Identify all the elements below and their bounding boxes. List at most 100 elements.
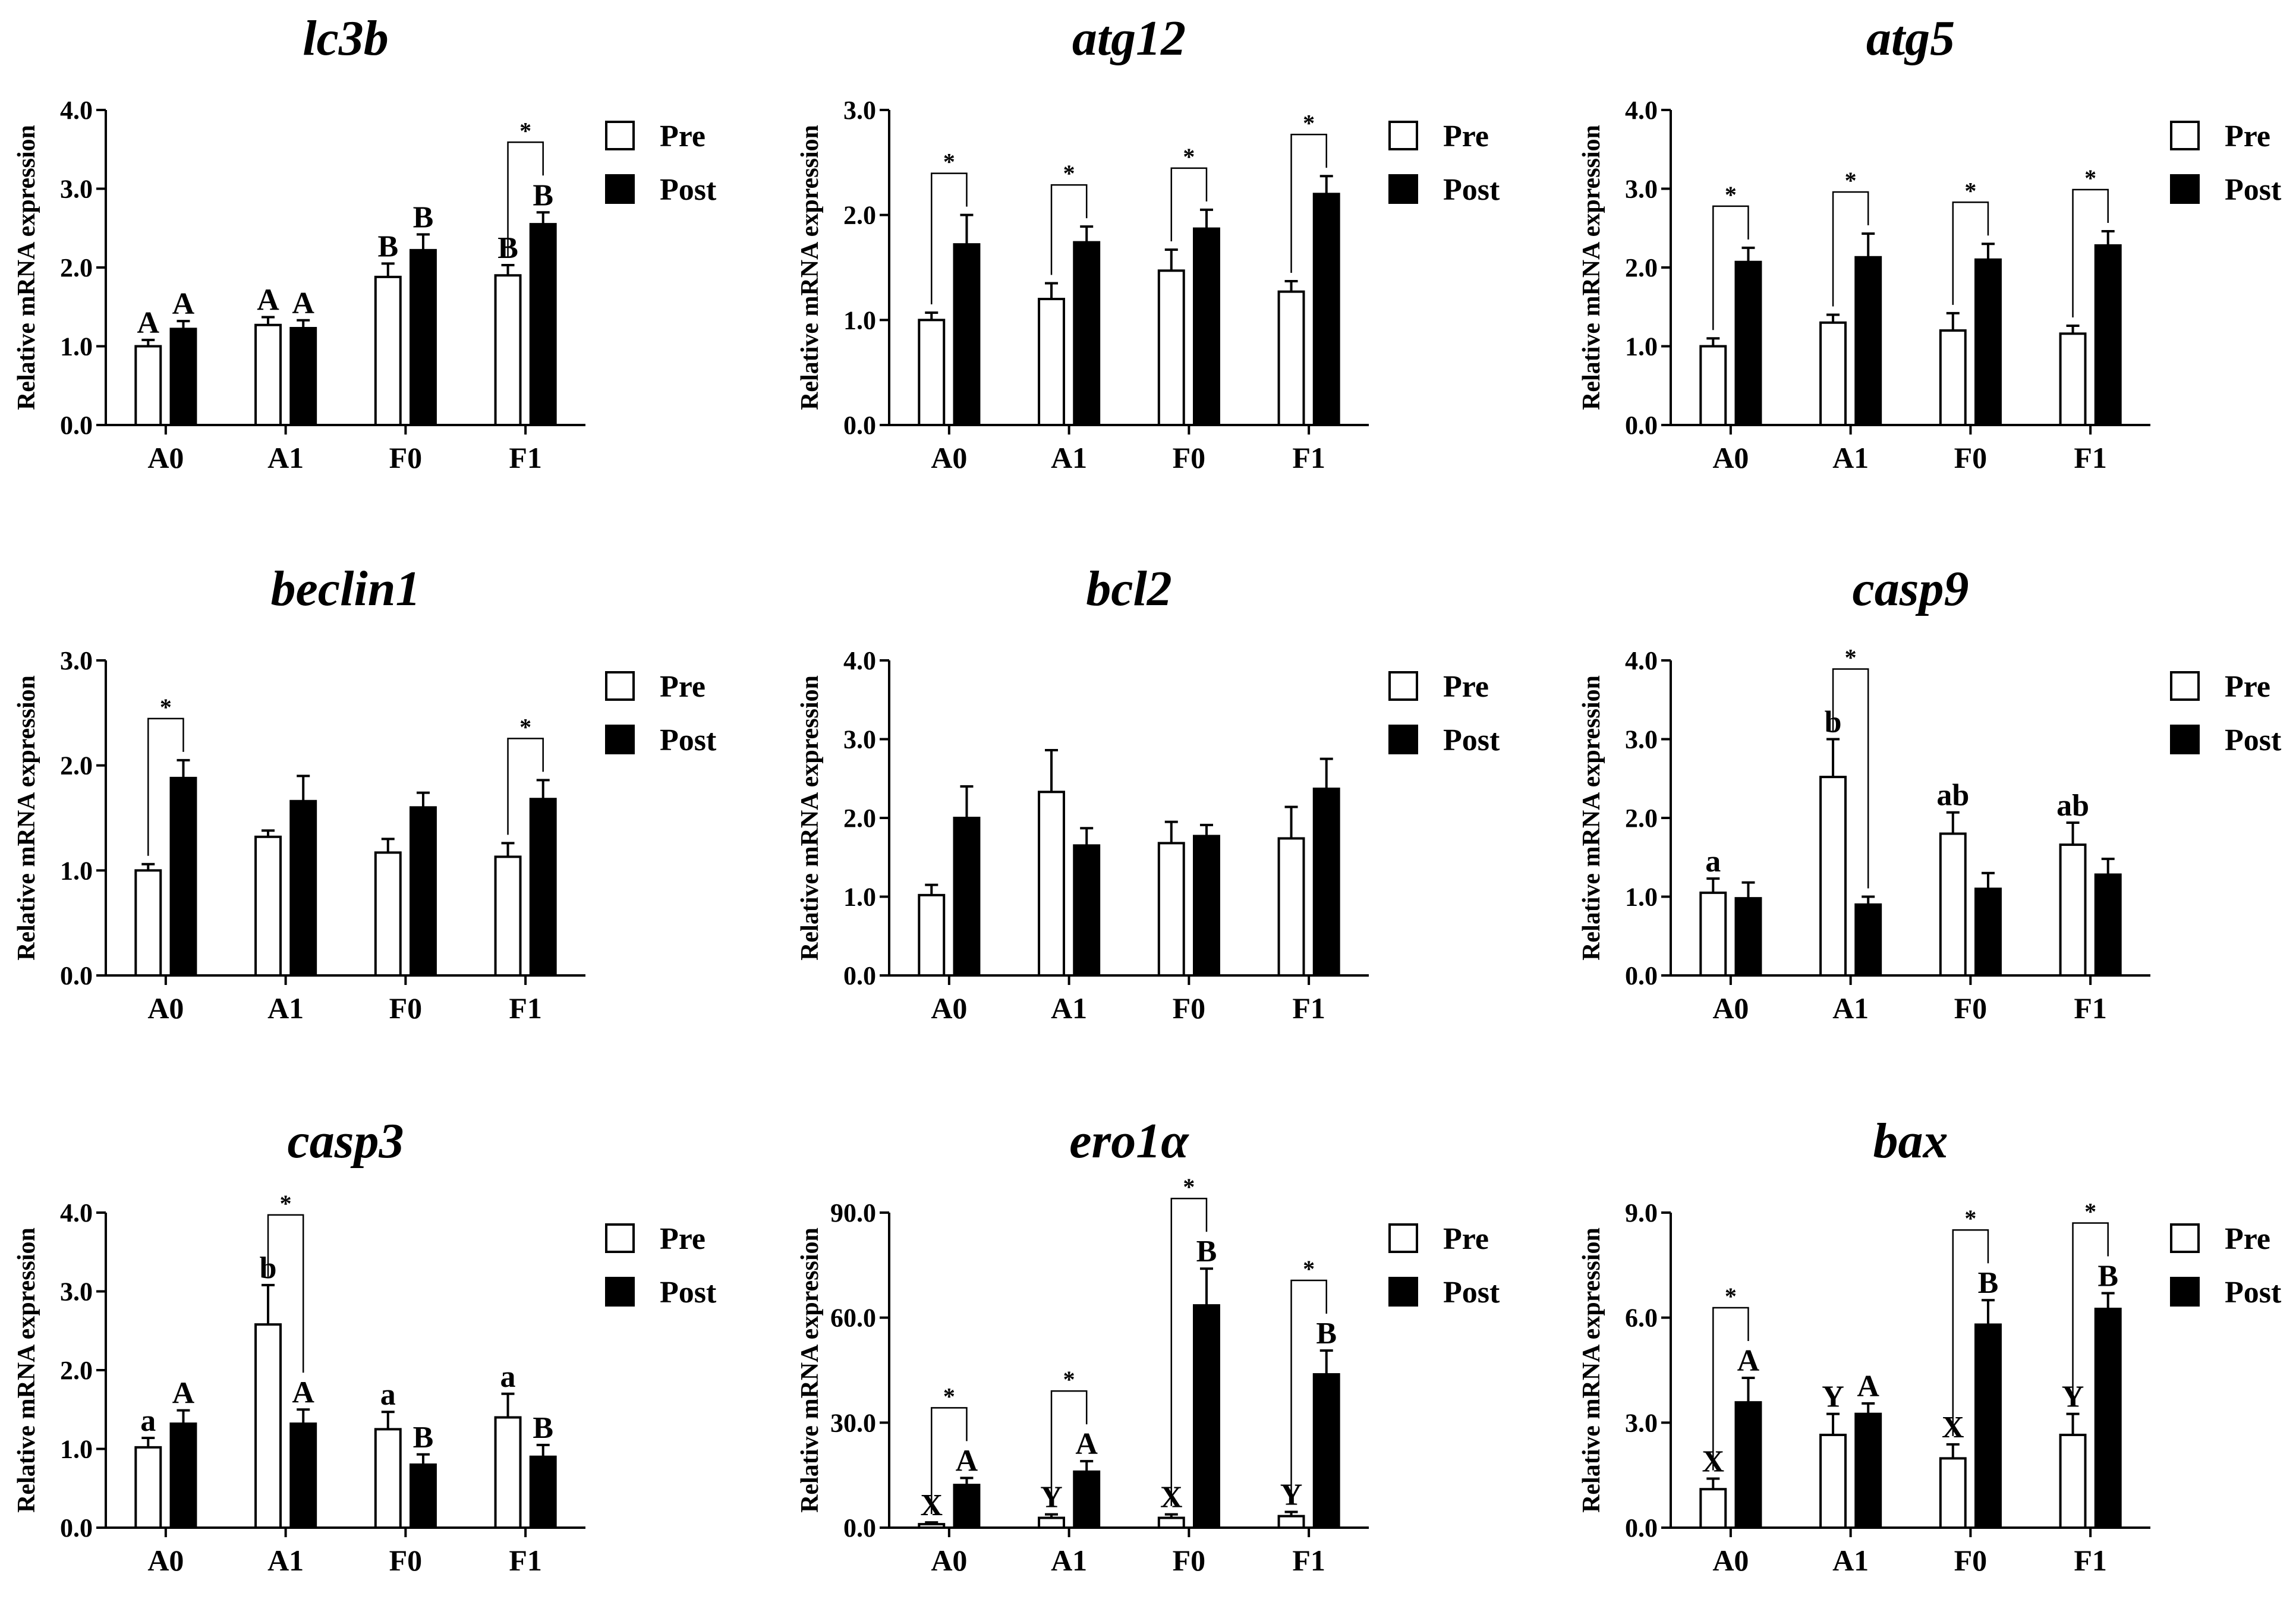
- bar-pre-F0: [1939, 832, 1967, 977]
- panel-bax: bax Relative mRNA expression 0.0 3.0 6.0 9.0 A…: [1578, 1113, 2282, 1577]
- panel-bcl2: bcl2 Relative mRNA expression 0.0 1.0 2.0 3.0…: [796, 561, 1500, 1025]
- significance-star: *: [943, 149, 955, 175]
- legend-swatch-post: [605, 725, 635, 754]
- y-tick-label: 3.0: [60, 646, 93, 675]
- bar-pre-F1: [2059, 332, 2087, 426]
- x-tick-label: F1: [2074, 991, 2107, 1025]
- significance-bracket: [1170, 167, 1208, 241]
- bar-post-F1: [2094, 873, 2122, 977]
- x-tick-label: F0: [1954, 441, 1988, 474]
- group-letter: B: [413, 1421, 434, 1455]
- bar-pre-A1: [254, 1323, 282, 1529]
- legend-swatch-pre: [605, 121, 635, 150]
- x-tick-label: F0: [1173, 1544, 1206, 1577]
- legend-label-pre: Pre: [660, 119, 706, 153]
- y-tick-label: 1.0: [843, 883, 876, 912]
- bar-pre-F1: [494, 855, 522, 977]
- significance-star: *: [1063, 160, 1075, 187]
- y-tick-label: 1.0: [60, 1435, 93, 1464]
- legend-swatch-pre: [1388, 671, 1418, 701]
- x-tick-label: F1: [1292, 1544, 1325, 1577]
- legend-label-pre: Pre: [1443, 1222, 1489, 1256]
- y-axis-label: Relative mRNA expression: [796, 675, 824, 961]
- legend-swatch-post: [2170, 174, 2200, 204]
- y-tick-label: 0.0: [1625, 411, 1658, 440]
- significance-star: *: [1183, 1173, 1195, 1200]
- group-letter: B: [1196, 1235, 1217, 1269]
- bar-post-A1: [1073, 241, 1101, 426]
- x-tick-label: A0: [931, 441, 967, 474]
- legend-swatch-pre: [2170, 121, 2200, 150]
- chart-title: ero1α: [1069, 1113, 1189, 1169]
- group-letter: A: [257, 283, 279, 317]
- y-tick-label: 3.0: [1625, 175, 1658, 204]
- group-letter: a: [500, 1360, 516, 1394]
- bar-post-A0: [1734, 897, 1762, 977]
- legend-label-post: Post: [1443, 173, 1500, 207]
- y-axis-label: Relative mRNA expression: [1578, 125, 1605, 410]
- y-tick-label: 2.0: [60, 1356, 93, 1385]
- significance-bracket: [1952, 202, 1989, 305]
- bar-post-F0: [410, 1463, 437, 1529]
- group-letter: A: [172, 287, 195, 321]
- significance-star: *: [1063, 1366, 1075, 1393]
- group-letter: a: [1705, 845, 1721, 879]
- x-tick-label: A0: [147, 441, 184, 474]
- group-letter: Y: [1822, 1380, 1844, 1414]
- bar-pre-F1: [1277, 1515, 1305, 1529]
- bar-post-A0: [1734, 1401, 1762, 1529]
- legend-swatch-pre: [605, 1223, 635, 1253]
- x-tick-label: F1: [509, 441, 542, 474]
- bar-post-F1: [529, 223, 557, 426]
- legend-label-post: Post: [2225, 723, 2282, 757]
- legend-label-pre: Pre: [1443, 119, 1489, 153]
- chart-title: lc3b: [303, 11, 389, 66]
- legend-swatch-pre: [2170, 671, 2200, 701]
- bar-pre-A1: [1038, 1516, 1065, 1529]
- significance-bracket: [1832, 191, 1869, 307]
- significance-star: *: [2084, 165, 2096, 191]
- chart-title: casp3: [288, 1113, 404, 1169]
- bar-post-A1: [289, 327, 317, 427]
- bar-post-A0: [953, 1484, 981, 1529]
- chart-title: casp9: [1853, 561, 1969, 616]
- bar-pre-A0: [1699, 1488, 1727, 1529]
- y-tick-label: 2.0: [843, 804, 876, 833]
- legend-swatch-pre: [1388, 1223, 1418, 1253]
- y-tick-label: 60.0: [830, 1304, 876, 1333]
- group-letter: B: [1978, 1266, 1999, 1300]
- significance-star: *: [1303, 1255, 1315, 1282]
- significance-bracket: [2072, 1222, 2109, 1406]
- y-tick-label: 0.0: [1625, 961, 1658, 990]
- bar-post-A1: [1854, 1412, 1882, 1529]
- significance-star: *: [1845, 644, 1857, 671]
- significance-bracket: [147, 717, 184, 856]
- bar-post-A0: [953, 817, 981, 977]
- panel-atg12: atg12 Relative mRNA expression 0.0 1.0 2.0 3.…: [796, 11, 1500, 474]
- group-letter: B: [413, 200, 434, 234]
- legend-swatch-pre: [605, 671, 635, 701]
- x-tick-label: A0: [931, 1544, 967, 1577]
- legend-label-pre: Pre: [660, 670, 706, 704]
- x-tick-label: F0: [389, 441, 423, 474]
- panel-atg5: atg5 Relative mRNA expression 0.0 1.0 2.0 3.0…: [1578, 11, 2282, 474]
- bar-pre-F0: [1157, 842, 1185, 977]
- significance-star: *: [1183, 143, 1195, 170]
- y-axis-label: Relative mRNA expression: [1578, 675, 1605, 961]
- group-letter: A: [1737, 1344, 1760, 1378]
- bar-post-F1: [1312, 787, 1340, 977]
- x-tick-label: F1: [509, 1544, 542, 1577]
- panel-ero1α: ero1α Relative mRNA expression 0.0 30.0 60.0…: [796, 1113, 1500, 1577]
- legend-label-pre: Pre: [2225, 670, 2270, 704]
- legend-swatch-pre: [2170, 1223, 2200, 1253]
- bar-post-F0: [410, 806, 437, 977]
- y-tick-label: 2.0: [1625, 804, 1658, 833]
- panel-lc3b: lc3b Relative mRNA expression 0.0 1.0 2.0 3.0…: [13, 11, 717, 474]
- bar-pre-F1: [1277, 290, 1305, 426]
- legend-swatch-post: [1388, 1277, 1418, 1307]
- bar-post-A1: [289, 800, 317, 977]
- x-tick-label: A0: [1712, 441, 1749, 474]
- y-tick-label: 3.0: [60, 175, 93, 204]
- group-letter: a: [140, 1404, 156, 1438]
